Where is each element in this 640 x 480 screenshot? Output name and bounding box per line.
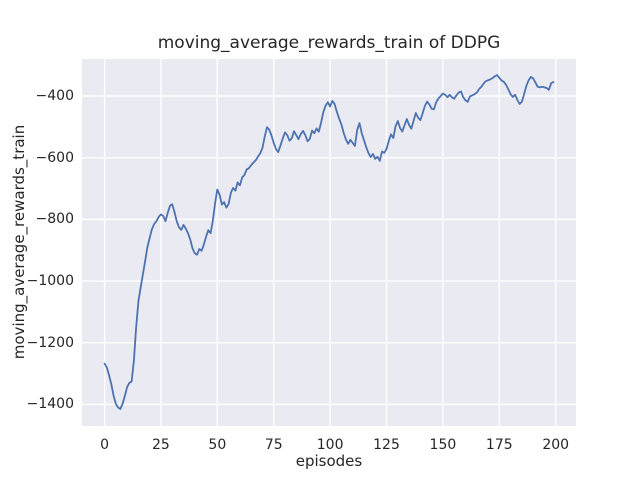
x-tick-label: 200 xyxy=(542,437,570,453)
x-tick-label: 100 xyxy=(316,437,344,453)
x-tick-label: 0 xyxy=(100,437,110,453)
x-tick-label: 50 xyxy=(208,437,227,453)
x-axis-label: episodes xyxy=(295,452,363,470)
axes-background xyxy=(82,59,576,426)
y-tick-label: −1000 xyxy=(26,273,74,290)
chart-title: moving_average_rewards_train of DDPG xyxy=(157,33,501,53)
x-tick-label: 25 xyxy=(152,437,170,453)
gridlines xyxy=(82,59,576,426)
y-tick-label: −1400 xyxy=(26,396,74,413)
series-line-ddpg xyxy=(103,74,555,410)
x-tick-label: 175 xyxy=(485,437,513,453)
x-tick-label: 150 xyxy=(429,437,457,453)
y-tick-label: −800 xyxy=(35,211,74,228)
y-tick-label: −400 xyxy=(35,88,74,104)
y-tick-label: −1200 xyxy=(26,334,74,351)
x-tick-label: 75 xyxy=(264,437,283,453)
y-tick-label: −600 xyxy=(35,149,74,166)
x-tick-label: 125 xyxy=(373,437,400,453)
